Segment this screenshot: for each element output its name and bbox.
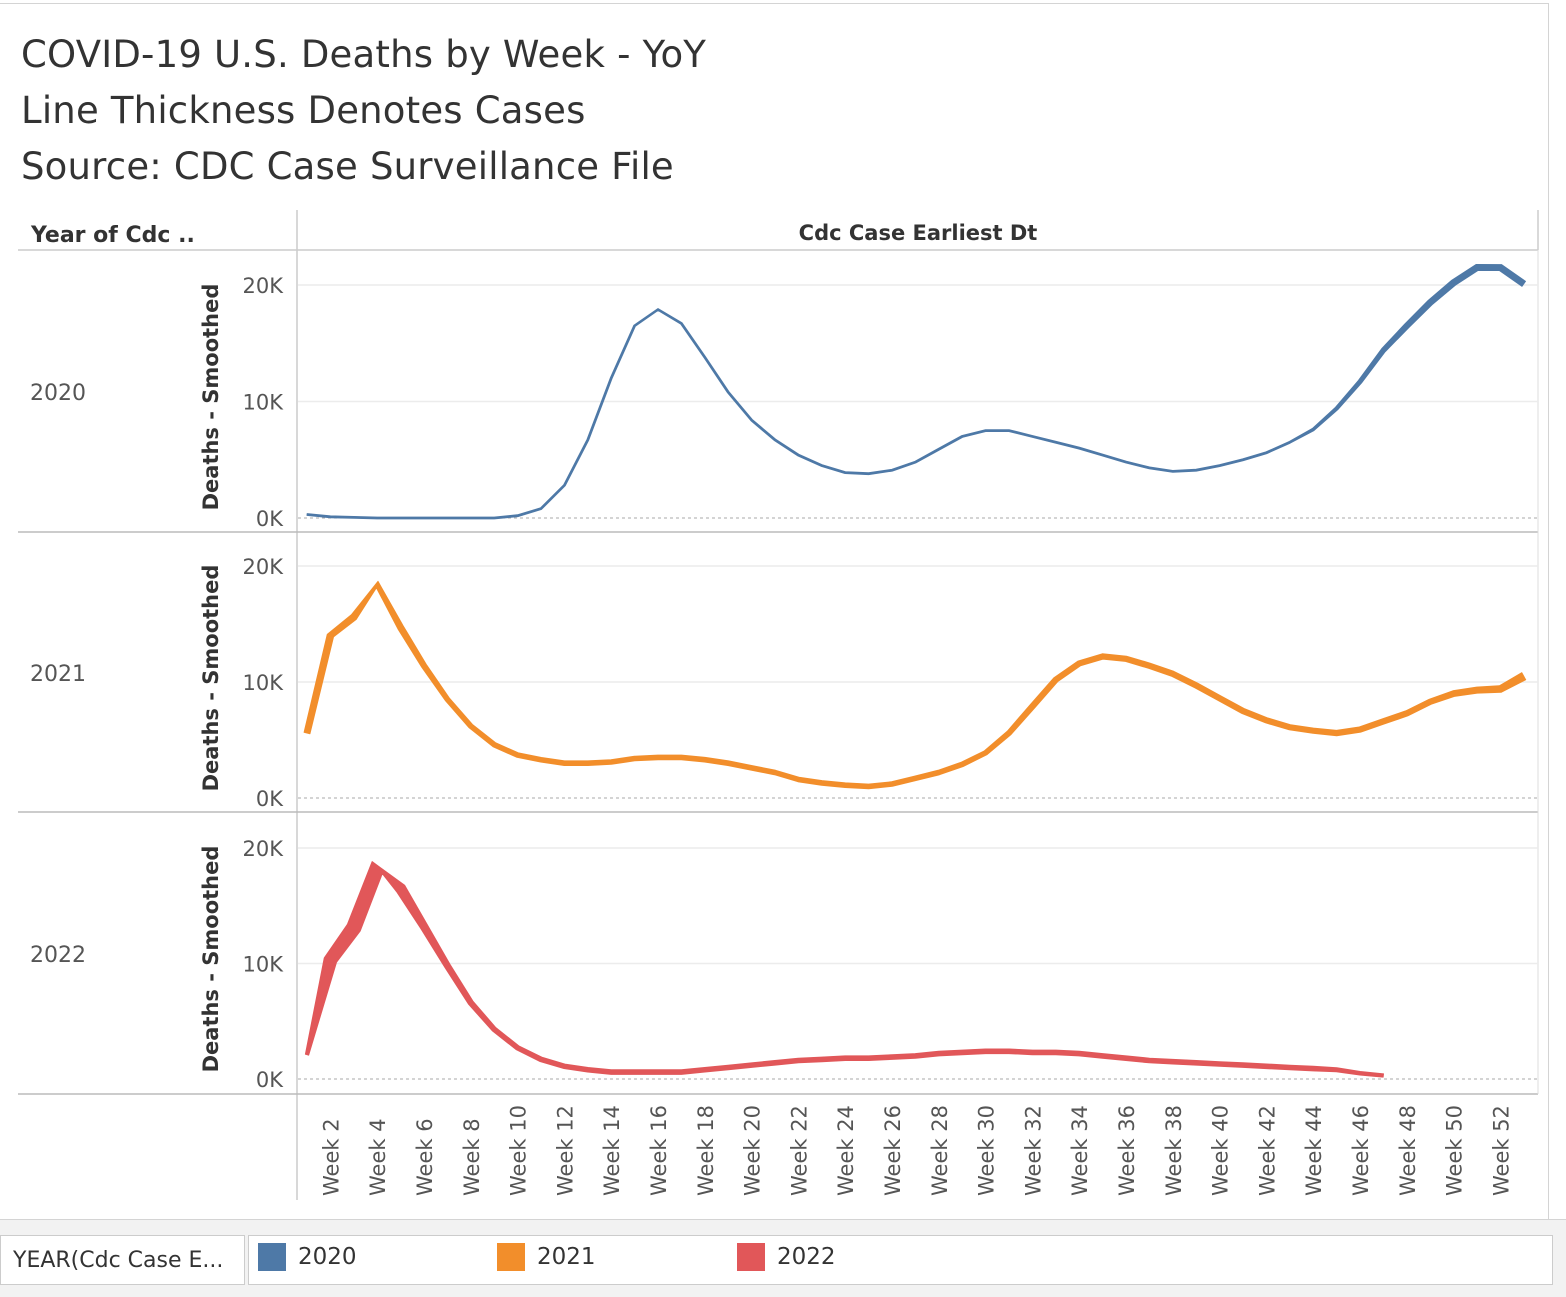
legend-swatch: [497, 1243, 525, 1271]
y-axis-title: Deaths - Smoothed: [199, 565, 223, 792]
x-tick-label: Week 32: [1021, 1105, 1045, 1196]
x-tick-label: Week 10: [507, 1105, 531, 1196]
legend-label: 2020: [298, 1244, 357, 1270]
y-axis-title: Deaths - Smoothed: [199, 846, 223, 1073]
x-tick-label: Week 8: [460, 1118, 484, 1196]
legend-label: 2022: [777, 1244, 836, 1270]
x-tick-label: Week 50: [1443, 1105, 1467, 1196]
x-tick-label: Week 4: [366, 1118, 390, 1196]
y-axis-title: Deaths - Smoothed: [199, 284, 223, 511]
series-line-2020: [307, 264, 1526, 519]
x-tick-label: Week 36: [1115, 1105, 1139, 1196]
row-label-2021: 2021: [30, 662, 86, 687]
y-tick-label: 10K: [243, 671, 285, 695]
x-tick-label: Week 42: [1255, 1105, 1279, 1196]
column-header-label: Cdc Case Earliest Dt: [799, 221, 1038, 245]
legend-title[interactable]: YEAR(Cdc Case E...: [0, 1235, 245, 1285]
x-tick-label: Week 28: [928, 1105, 952, 1196]
line-chart: Year of Cdc .. Cdc Case Earliest Dt 0K 10K 2…: [0, 0, 1566, 1218]
x-tick-label: Week 26: [881, 1105, 905, 1196]
y-tick-label: 0K: [256, 507, 284, 531]
row-label-2022: 2022: [30, 943, 86, 968]
legend-item-2020[interactable]: 2020: [258, 1242, 357, 1272]
x-tick-label: Week 24: [834, 1105, 858, 1196]
x-tick-label: Week 2: [319, 1118, 343, 1196]
x-tick-label: Week 34: [1068, 1105, 1092, 1196]
row-header-label: Year of Cdc ..: [30, 223, 195, 248]
y-tick-label: 20K: [243, 274, 285, 298]
x-tick-label: Week 30: [975, 1105, 999, 1196]
y-tick-label: 0K: [256, 787, 284, 811]
legend-item-2021[interactable]: 2021: [497, 1242, 596, 1272]
x-tick-label: Week 48: [1396, 1105, 1420, 1196]
y-tick-label: 0K: [256, 1068, 284, 1092]
legend: 2020 2021 2022: [248, 1235, 1553, 1285]
x-tick-label: Week 22: [787, 1105, 811, 1196]
x-tick-label: Week 14: [600, 1105, 624, 1196]
y-tick-label: 20K: [243, 555, 285, 579]
legend-label: 2021: [537, 1244, 596, 1270]
legend-swatch: [258, 1243, 286, 1271]
x-tick-label: Week 38: [1162, 1105, 1186, 1196]
y-tick-label: 10K: [243, 391, 285, 415]
x-tick-label: Week 40: [1209, 1105, 1233, 1196]
series-line-2022: [305, 862, 1383, 1078]
series-line-2021: [304, 581, 1526, 789]
x-tick-label: Week 52: [1489, 1105, 1513, 1196]
x-tick-label: Week 44: [1302, 1105, 1326, 1196]
x-tick-label: Week 6: [413, 1118, 437, 1196]
legend-item-2022[interactable]: 2022: [737, 1242, 836, 1272]
x-tick-label: Week 12: [553, 1105, 577, 1196]
x-tick-label: Week 18: [694, 1105, 718, 1196]
y-tick-label: 20K: [243, 837, 285, 861]
x-tick-label: Week 46: [1349, 1105, 1373, 1196]
x-tick-label: Week 20: [741, 1105, 765, 1196]
row-label-2020: 2020: [30, 381, 86, 406]
x-tick-label: Week 16: [647, 1105, 671, 1196]
y-tick-label: 10K: [243, 953, 285, 977]
legend-swatch: [737, 1243, 765, 1271]
